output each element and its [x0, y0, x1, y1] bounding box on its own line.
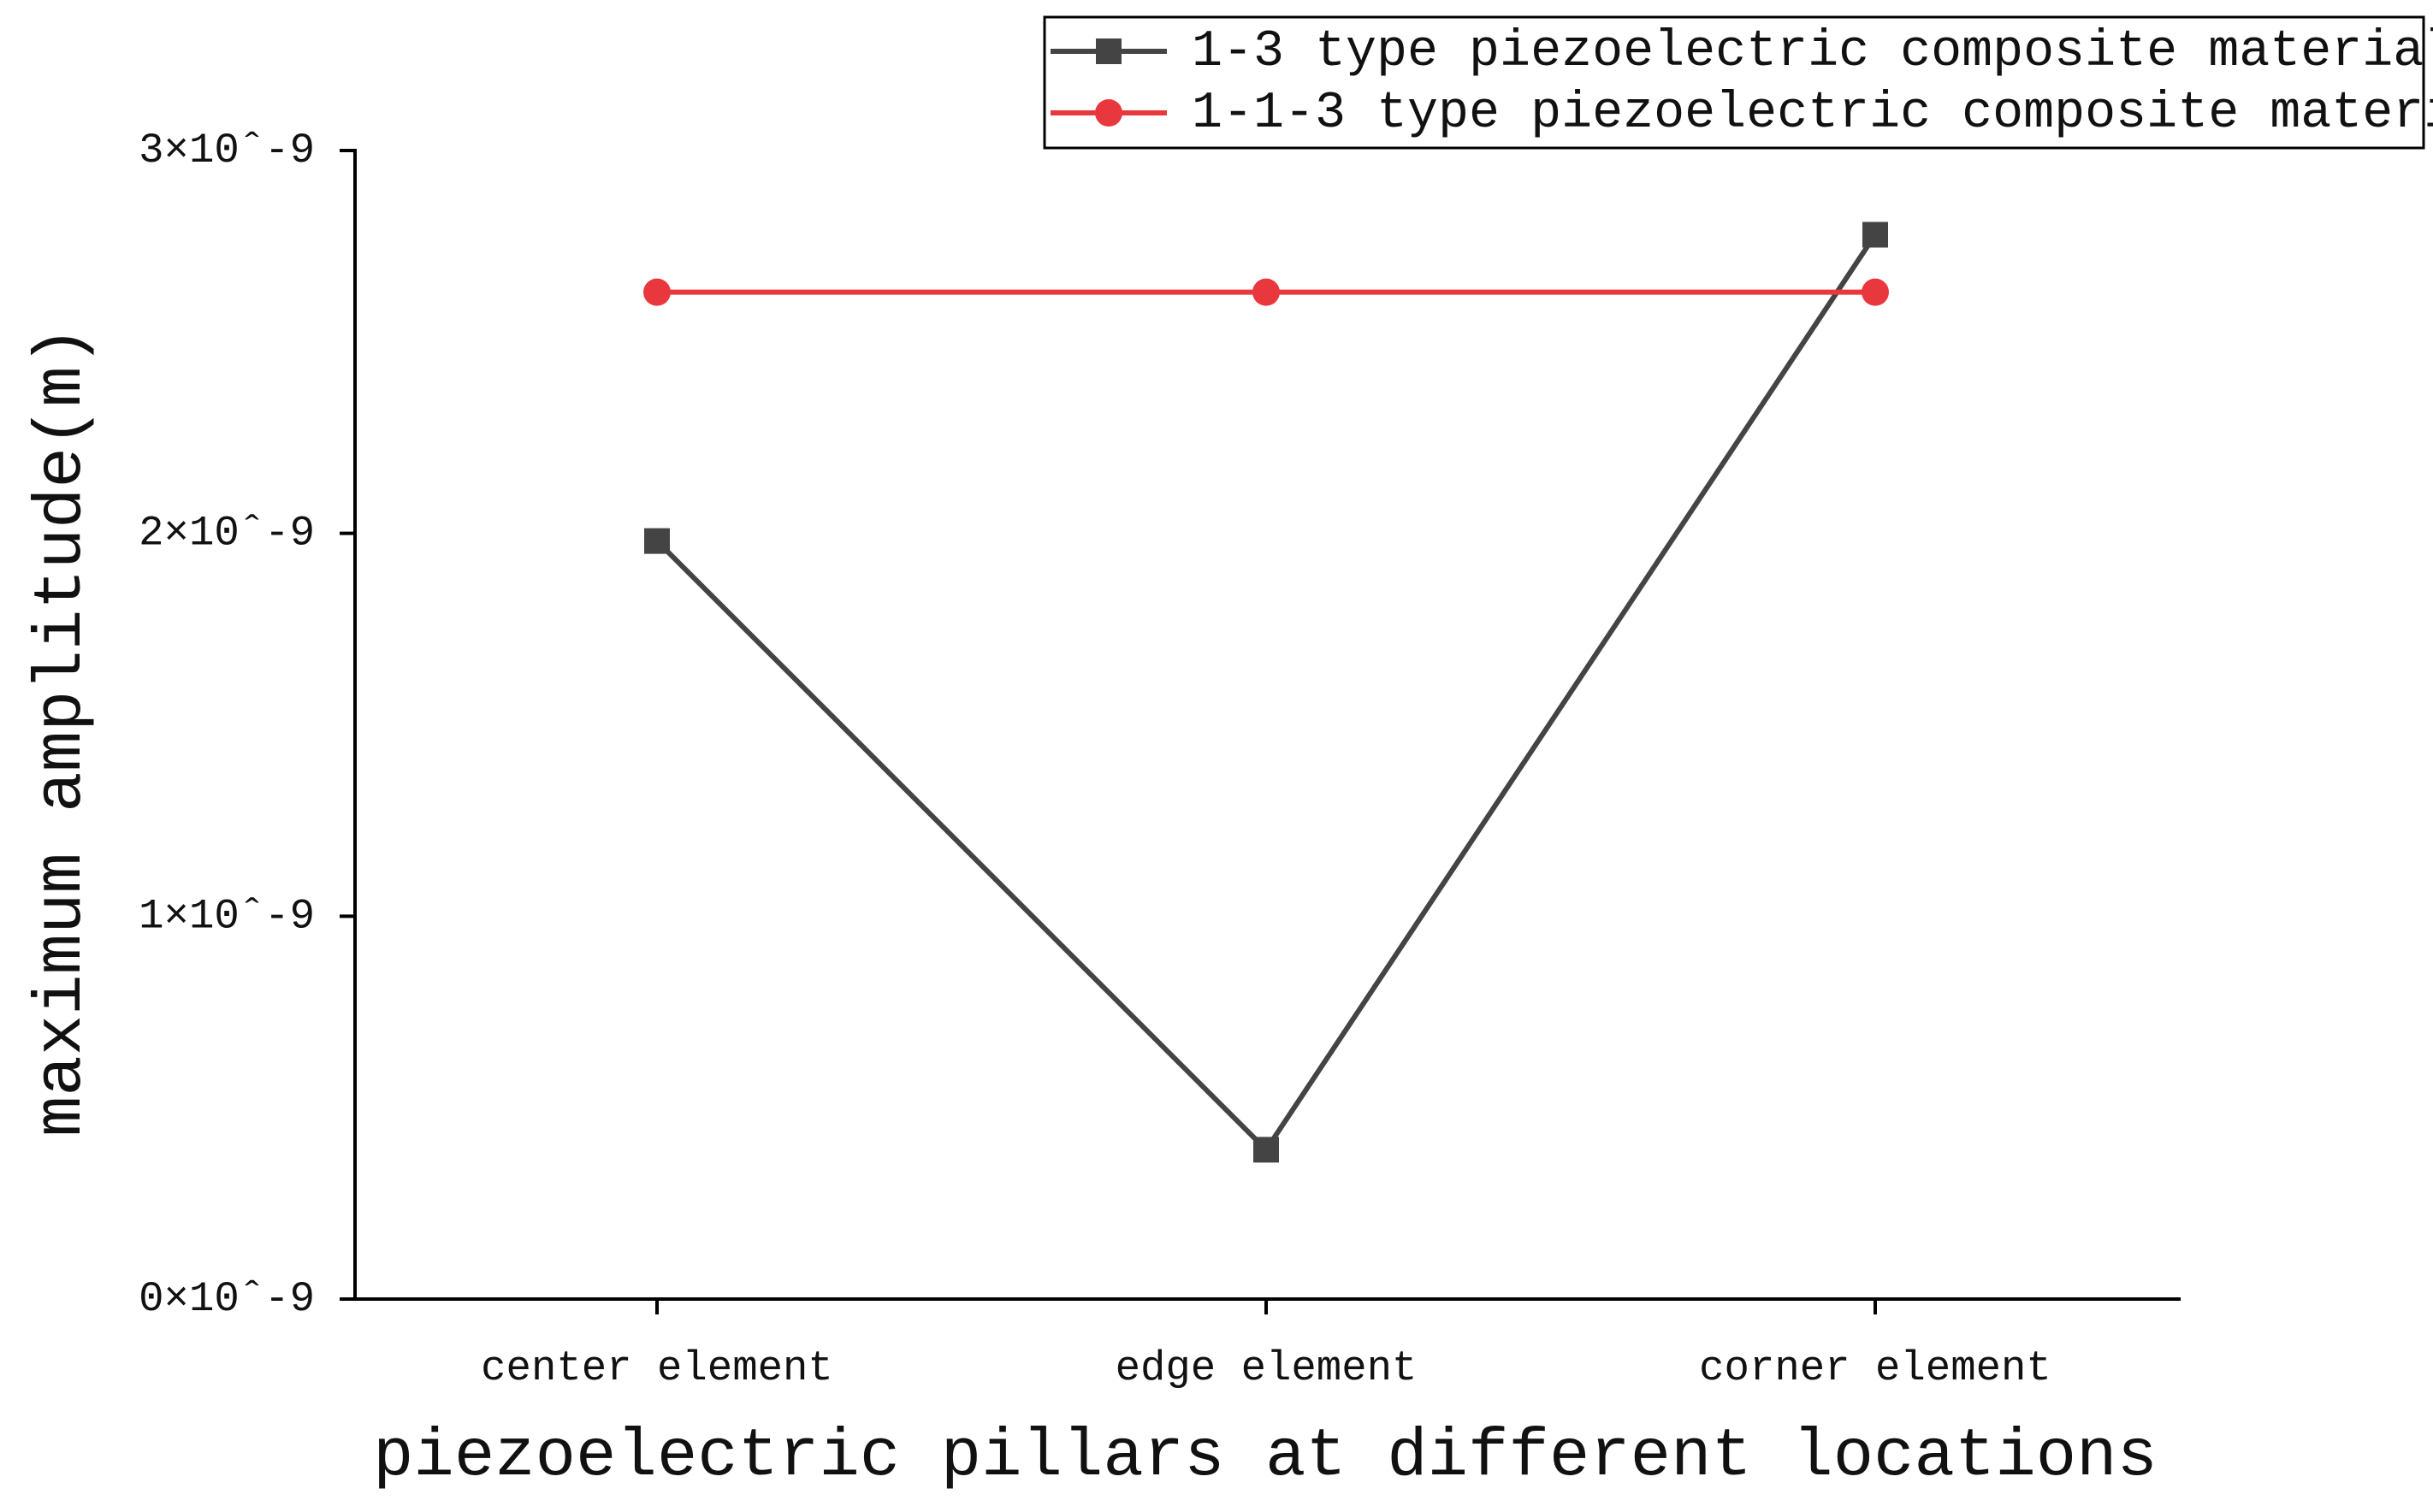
marker: [1862, 278, 1889, 306]
marker: [644, 528, 670, 554]
marker: [1095, 99, 1122, 127]
marker: [1252, 278, 1280, 306]
marker: [1862, 221, 1888, 248]
y-tick-label: 1×10ˆ-9: [139, 892, 315, 940]
marker: [1253, 1137, 1279, 1163]
marker: [643, 278, 671, 306]
y-tick-label: 3×10ˆ-9: [139, 127, 315, 174]
legend-label: 1-3 type piezoelectric composite materia…: [1192, 23, 2433, 81]
y-tick-label: 2×10ˆ-9: [139, 510, 315, 558]
x-tick-label: center element: [481, 1344, 833, 1392]
marker: [1096, 38, 1122, 64]
legend-box: [1043, 15, 2425, 150]
x-tick-label: edge element: [1116, 1344, 1418, 1392]
y-tick-label: 0×10ˆ-9: [139, 1275, 315, 1323]
legend-label: 1-1-3 type piezoelectric composite mater…: [1192, 85, 2433, 143]
x-axis-title: piezoelectric pillars at different locat…: [373, 1418, 2158, 1495]
y-axis-title: maximum amplitude(m): [23, 326, 100, 1137]
series-line: [654, 233, 1878, 1155]
x-tick-label: corner element: [1699, 1344, 2051, 1392]
